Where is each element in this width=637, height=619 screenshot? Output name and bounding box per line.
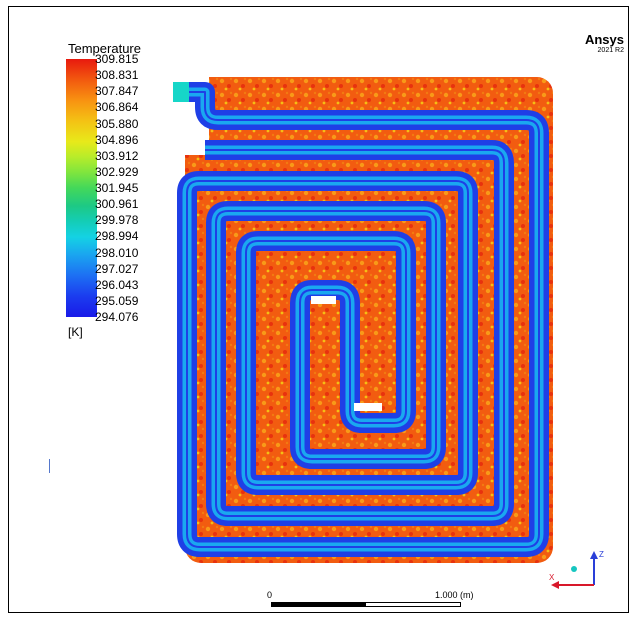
scale-bar-filled: [272, 603, 366, 606]
legend-tick: 304.896: [95, 132, 139, 147]
legend-tick: 309.815: [95, 52, 139, 66]
legend-tick: 305.880: [95, 116, 139, 131]
legend-tick: 295.059: [95, 293, 139, 308]
temperature-colorbar: [66, 59, 97, 317]
scale-end-label: 1.000 (m): [435, 590, 474, 600]
cooling-pipe-core: [185, 91, 540, 548]
legend-tick: 297.027: [95, 261, 139, 276]
legend-tick: 299.978: [95, 213, 139, 228]
legend-tick: 303.912: [95, 148, 139, 163]
pipe-inlet: [173, 82, 189, 102]
scale-bar: [271, 602, 461, 607]
viewport: Temperature 309.815 308.831 307.847 306.864…: [8, 6, 629, 613]
pocket-top: [311, 296, 336, 304]
legend-tick: 298.010: [95, 245, 139, 260]
brand-version: 2021 R2: [597, 47, 624, 54]
temperature-contour-field: [169, 69, 553, 563]
text-cursor-mark: [49, 459, 50, 473]
brand-name: Ansys: [584, 32, 624, 47]
legend-tick: 306.864: [95, 100, 139, 115]
x-axis-label: X: [549, 573, 555, 582]
pocket-bottom: [354, 403, 382, 411]
legend-unit: [K]: [68, 325, 83, 339]
legend-tick: 294.076: [95, 310, 139, 324]
z-axis-arrow: [590, 551, 598, 559]
legend-tick: 296.043: [95, 277, 139, 292]
axis-triad: Z X: [549, 550, 604, 589]
y-axis-dot: [571, 566, 577, 572]
ansys-branding: Ansys 2021 R2: [585, 33, 624, 55]
x-axis-arrow: [551, 581, 559, 589]
legend-tick: 307.847: [95, 84, 139, 99]
legend-tick: 300.961: [95, 197, 139, 212]
legend-tick: 302.929: [95, 164, 139, 179]
z-axis-label: Z: [599, 550, 604, 559]
legend-tick: 308.831: [95, 68, 139, 83]
scale-start-label: 0: [267, 590, 273, 600]
legend-title: Temperature: [68, 41, 141, 56]
legend-tick: 298.994: [95, 229, 139, 244]
legend-tick: 301.945: [95, 181, 139, 195]
